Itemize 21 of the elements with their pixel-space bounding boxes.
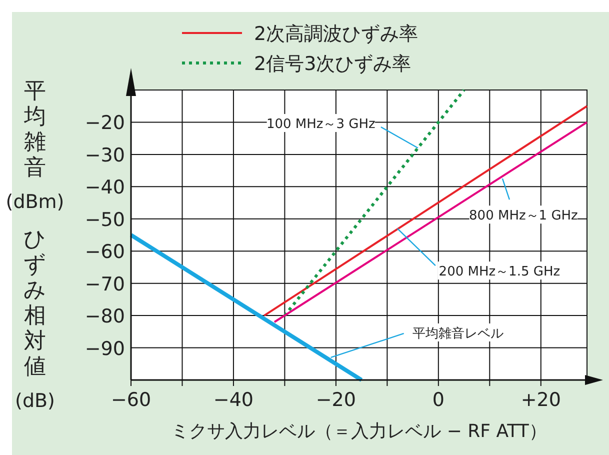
x-axis-title: ミクサ入力レベル（＝入力レベル − RF ATT） [171, 421, 547, 442]
annotation: 800 MHz～1 GHz [469, 208, 578, 224]
y-tick-label: −70 [84, 273, 125, 296]
text: 平均雑音(dBm)ひずみ相対値(dB) [6, 79, 64, 412]
x-tick-label: −40 [213, 389, 254, 411]
y-tick-label: −30 [84, 144, 125, 166]
x-tick-label: 0 [432, 389, 444, 411]
annotation: 100 MHz～3 GHz [266, 117, 376, 132]
y-tick-label: −20 [84, 112, 125, 134]
legend-label: 2次高調波ひずみ率 [254, 23, 418, 45]
y-tick-label: −40 [84, 176, 125, 199]
y-tick-label: −90 [84, 338, 125, 360]
y-tick-label: −60 [84, 241, 125, 264]
x-tick-label: −20 [316, 389, 356, 411]
y-tick-label: −80 [84, 306, 125, 328]
x-tick-label: +20 [520, 389, 561, 411]
x-tick-label: −60 [110, 389, 152, 411]
legend-label: 2信号3次ひずみ率 [254, 53, 412, 75]
y-tick-label: −50 [84, 208, 125, 231]
annotation: 200 MHz～1.5 GHz [438, 264, 560, 280]
annotation: 平均雑音レベル [412, 326, 504, 342]
